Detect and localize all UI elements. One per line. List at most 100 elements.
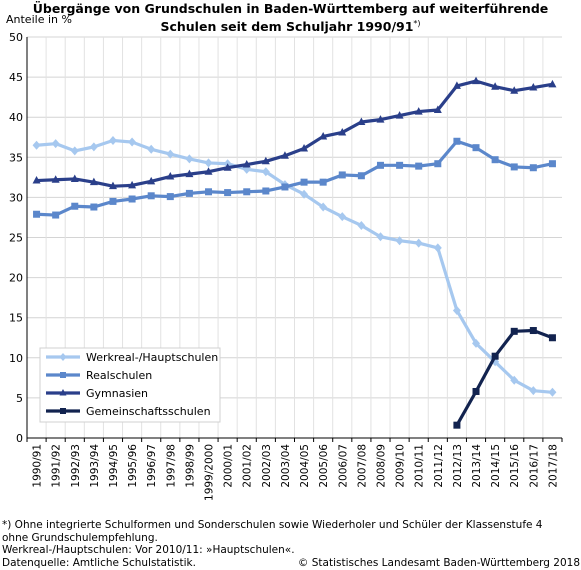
data-point-realschulen xyxy=(128,195,136,203)
series-werkreal-hauptschulen xyxy=(32,135,557,397)
data-point-realschulen xyxy=(147,192,155,200)
x-tick-label: 2013/14 xyxy=(471,444,483,488)
legend-label-gymnasien: Gymnasien xyxy=(86,387,148,400)
title-footnote-mark: *) xyxy=(413,19,421,28)
y-axis-label: Anteile in % xyxy=(6,13,72,26)
data-point-realschulen xyxy=(453,137,461,145)
data-point-gymnasien xyxy=(51,175,60,183)
axes xyxy=(26,37,563,442)
y-tick-label: 15 xyxy=(9,312,23,325)
data-point-realschulen xyxy=(300,178,308,186)
data-point-werkreal-hauptschulen xyxy=(376,232,385,242)
y-tick-label: 20 xyxy=(9,272,23,285)
data-point-realschulen xyxy=(472,144,480,152)
data-point-realschulen xyxy=(166,193,174,201)
data-point-gymnasien xyxy=(395,111,404,119)
data-point-gemeinschaftsschulen xyxy=(491,352,499,360)
x-tick-label: 1994/95 xyxy=(108,444,120,488)
series-line-gymnasien xyxy=(36,79,553,188)
footnote-line3: Werkreal-/Hauptschulen: Vor 2010/11: »Ha… xyxy=(2,544,295,557)
data-point-werkreal-hauptschulen xyxy=(395,236,404,246)
data-point-gymnasien xyxy=(261,156,270,165)
data-point-gymnasien xyxy=(70,174,79,182)
data-source: Datenquelle: Amtliche Schulstatistik. xyxy=(2,556,196,569)
data-point-werkreal-hauptschulen xyxy=(319,202,328,212)
data-point-werkreal-hauptschulen xyxy=(204,158,213,168)
y-tick-labels: 0 5 10 15 20 25 30 35 40 45 50 xyxy=(9,31,23,445)
data-point-werkreal-hauptschulen xyxy=(452,305,461,315)
data-point-werkreal-hauptschulen xyxy=(472,338,481,348)
chart-title-line2: Schulen seit dem Schuljahr 1990/91*) xyxy=(0,16,581,34)
x-tick-label: 1998/99 xyxy=(184,444,196,488)
data-point-gymnasien xyxy=(280,151,289,159)
x-tick-label: 2016/17 xyxy=(528,444,540,488)
x-tick-label: 2003/04 xyxy=(280,444,292,488)
series-realschulen xyxy=(33,137,556,219)
footer: *) Ohne integrierte Schulformen und Sond… xyxy=(2,519,580,569)
y-tick-label: 5 xyxy=(16,392,23,405)
data-point-realschulen xyxy=(357,172,365,180)
x-tick-label: 2011/12 xyxy=(433,444,445,488)
data-point-realschulen xyxy=(243,188,251,196)
data-point-gemeinschaftsschulen xyxy=(453,421,461,429)
data-point-gymnasien xyxy=(548,79,557,88)
data-point-realschulen xyxy=(529,164,537,172)
data-point-werkreal-hauptschulen xyxy=(166,149,175,159)
data-point-realschulen xyxy=(548,160,556,168)
data-point-gymnasien xyxy=(204,167,213,175)
series-line-werkreal-hauptschulen xyxy=(36,138,553,394)
data-point-gymnasien xyxy=(414,107,423,115)
data-point-gymnasien xyxy=(452,81,461,89)
y-tick-label: 25 xyxy=(9,232,23,245)
x-tick-label: 1997/98 xyxy=(165,444,177,488)
chart-title-line1: Übergänge von Grundschulen in Baden-Würt… xyxy=(32,1,549,16)
data-point-werkreal-hauptschulen xyxy=(338,212,347,222)
data-point-gymnasien xyxy=(338,127,347,136)
series-gemeinschaftsschulen xyxy=(453,327,556,429)
x-tick-label: 2001/02 xyxy=(242,444,254,488)
data-point-werkreal-hauptschulen xyxy=(108,135,117,145)
grid-lines xyxy=(27,36,562,438)
y-tick-label: 0 xyxy=(16,432,23,445)
footnote-line2: ohne Grundschulempfehlung. xyxy=(2,531,158,544)
legend-marker-werkreal-hauptschulen xyxy=(59,353,67,361)
data-point-werkreal-hauptschulen xyxy=(51,139,60,149)
data-point-realschulen xyxy=(71,202,79,210)
data-point-gymnasien xyxy=(32,176,41,184)
data-point-realschulen xyxy=(52,211,60,219)
data-point-gymnasien xyxy=(491,82,500,90)
data-point-realschulen xyxy=(224,189,232,197)
data-point-werkreal-hauptschulen xyxy=(89,142,98,152)
data-point-realschulen xyxy=(376,161,384,169)
x-tick-label: 1996/97 xyxy=(146,444,158,488)
data-point-gymnasien xyxy=(472,76,481,85)
y-tick-label: 30 xyxy=(9,191,23,204)
legend-marker-realschulen xyxy=(60,372,66,378)
data-point-realschulen xyxy=(396,161,404,169)
data-point-gymnasien xyxy=(433,105,442,113)
data-point-realschulen xyxy=(491,156,499,164)
data-point-realschulen xyxy=(281,183,289,191)
chart-title-line2-text: Schulen seit dem Schuljahr 1990/91 xyxy=(160,19,414,35)
data-point-gymnasien xyxy=(300,143,309,152)
legend-label-realschulen: Realschulen xyxy=(86,369,152,382)
y-tick-label: 45 xyxy=(9,71,23,84)
legend: Werkreal-/Hauptschulen Realschulen Gymnasi… xyxy=(39,347,221,423)
x-tick-label: 2009/10 xyxy=(395,444,407,488)
data-point-werkreal-hauptschulen xyxy=(128,137,137,147)
data-point-gymnasien xyxy=(223,163,232,171)
data-point-gymnasien xyxy=(185,169,194,178)
data-point-werkreal-hauptschulen xyxy=(548,387,557,397)
data-point-realschulen xyxy=(415,162,423,170)
data-point-realschulen xyxy=(90,203,98,211)
legend-label-gemeinschaftsschulen: Gemeinschaftsschulen xyxy=(86,405,211,418)
data-point-gymnasien xyxy=(242,160,251,168)
x-tick-label: 2015/16 xyxy=(509,444,521,488)
y-tick-label: 35 xyxy=(9,151,23,164)
legend-marker-gemeinschaftsschulen xyxy=(60,408,66,414)
x-tick-label: 2010/11 xyxy=(414,444,426,488)
data-point-gymnasien xyxy=(166,172,175,180)
data-point-werkreal-hauptschulen xyxy=(70,146,79,156)
series-lines xyxy=(32,76,557,429)
x-tick-label: 1999/2000 xyxy=(204,444,216,501)
